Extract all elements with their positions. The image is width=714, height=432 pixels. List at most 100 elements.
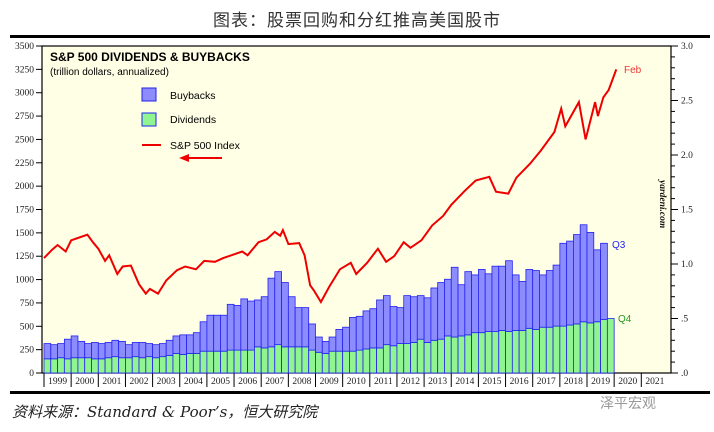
- buybacks-bar: [43, 343, 52, 360]
- dividends-bar: [389, 345, 398, 374]
- dividends-bar: [430, 339, 439, 374]
- dividends-bar: [511, 330, 520, 374]
- buybacks-bar: [206, 314, 215, 352]
- dividends-bar: [70, 357, 79, 374]
- credit-text: yardeni.com: [657, 179, 667, 228]
- buybacks-bar: [63, 338, 72, 360]
- left-tick-label: 3250: [15, 65, 34, 75]
- buybacks-bar: [416, 295, 425, 340]
- dividends-bar: [138, 357, 147, 374]
- dividends-bar: [606, 318, 615, 374]
- buybacks-bar: [511, 274, 520, 331]
- buybacks-bar: [179, 334, 187, 355]
- buybacks-bar: [70, 335, 79, 359]
- dividends-bar: [505, 331, 513, 374]
- buybacks-bar: [233, 305, 242, 351]
- dividends-bar: [165, 355, 174, 374]
- dividends-bar: [525, 327, 534, 374]
- buybacks-bar: [600, 242, 608, 320]
- year-label: 2006: [238, 377, 257, 387]
- year-label: 2017: [537, 377, 556, 387]
- dividends-bar: [552, 325, 561, 374]
- buybacks-bar: [491, 265, 500, 332]
- dividends-bar: [586, 322, 595, 374]
- legend-swatch-dividends: [141, 112, 157, 127]
- dividends-bar: [111, 356, 120, 374]
- dividends-bar: [199, 350, 208, 374]
- year-label: 2013: [428, 377, 447, 387]
- dividends-bar: [131, 356, 140, 374]
- dividends-bar: [376, 347, 384, 374]
- year-label: 2004: [184, 377, 203, 387]
- buybacks-bar: [457, 284, 466, 337]
- buybacks-bar: [586, 231, 595, 324]
- buybacks-bar: [403, 295, 411, 344]
- dividends-bar: [416, 338, 425, 374]
- buybacks-bar: [260, 296, 269, 349]
- buybacks-bar: [138, 342, 147, 359]
- buybacks-bar: [593, 249, 601, 323]
- buybacks-bar: [125, 344, 133, 359]
- dividends-bar: [403, 343, 411, 374]
- dividends-bar: [125, 357, 133, 374]
- legend-label-buybacks: Buybacks: [170, 90, 216, 102]
- buybacks-bar: [484, 273, 493, 332]
- dividends-bar: [104, 357, 113, 374]
- left-tick-label: 2000: [15, 182, 34, 192]
- dividends-bar: [247, 349, 255, 374]
- chart-subtitle: (trillion dollars, annualized): [50, 67, 169, 78]
- buybacks-bar: [91, 342, 99, 360]
- buybacks-bar: [315, 336, 323, 353]
- year-label: 2002: [130, 377, 149, 387]
- buybacks-bar: [437, 282, 445, 340]
- dividends-bar: [254, 346, 262, 374]
- dividends-bar: [158, 356, 167, 374]
- left-tick-label: 1250: [15, 252, 34, 262]
- dividends-bar: [274, 344, 282, 374]
- buybacks-bar: [281, 282, 289, 348]
- left-tick-label: 0: [29, 369, 34, 379]
- right-tick-label: 3.0: [681, 42, 693, 52]
- right-tick-label: 1.0: [681, 260, 693, 270]
- left-tick-label: 2750: [15, 112, 34, 122]
- dividends-bar: [566, 324, 574, 374]
- dividends-bar: [287, 346, 296, 374]
- dividends-bar: [498, 330, 506, 374]
- legend-swatch-buybacks: [141, 87, 157, 102]
- buybacks-bar: [532, 270, 540, 330]
- dividends-bar: [315, 351, 323, 374]
- sp500-line: [43, 69, 618, 305]
- buybacks-bar: [430, 287, 439, 341]
- buybacks-bar: [287, 296, 296, 348]
- buybacks-bar: [220, 314, 228, 352]
- year-label: 2014: [455, 377, 474, 387]
- dividends-bar: [450, 336, 459, 374]
- dividends-bar: [50, 358, 58, 374]
- dividends-bar: [600, 319, 608, 374]
- dividends-bar: [77, 357, 86, 374]
- buybacks-bar: [172, 335, 181, 354]
- buybacks-bar: [301, 307, 310, 348]
- left-tick-label: 2500: [15, 135, 34, 145]
- buybacks-bar: [382, 295, 391, 346]
- dividends-bar: [491, 331, 500, 374]
- buybacks-bar: [579, 224, 588, 323]
- buybacks-bar: [410, 296, 418, 343]
- buybacks-bar: [152, 344, 160, 359]
- buybacks-bar: [464, 271, 473, 336]
- dividends-bar: [471, 332, 479, 374]
- buybacks-bar: [396, 307, 405, 344]
- dividends-bar: [97, 358, 106, 374]
- dividends-bar: [186, 352, 194, 374]
- dividends-bar: [593, 321, 601, 374]
- buybacks-bar: [444, 278, 452, 337]
- dividends-bar: [172, 352, 181, 374]
- buybacks-bar: [450, 266, 459, 338]
- buybacks-bar: [321, 340, 330, 354]
- year-label: 2018: [564, 377, 583, 387]
- left-tick-label: 1750: [15, 206, 34, 216]
- dividends-bar: [579, 321, 588, 374]
- year-label: 2005: [211, 377, 230, 387]
- dividends-bar: [321, 352, 330, 374]
- right-tick-label: .5: [681, 315, 688, 325]
